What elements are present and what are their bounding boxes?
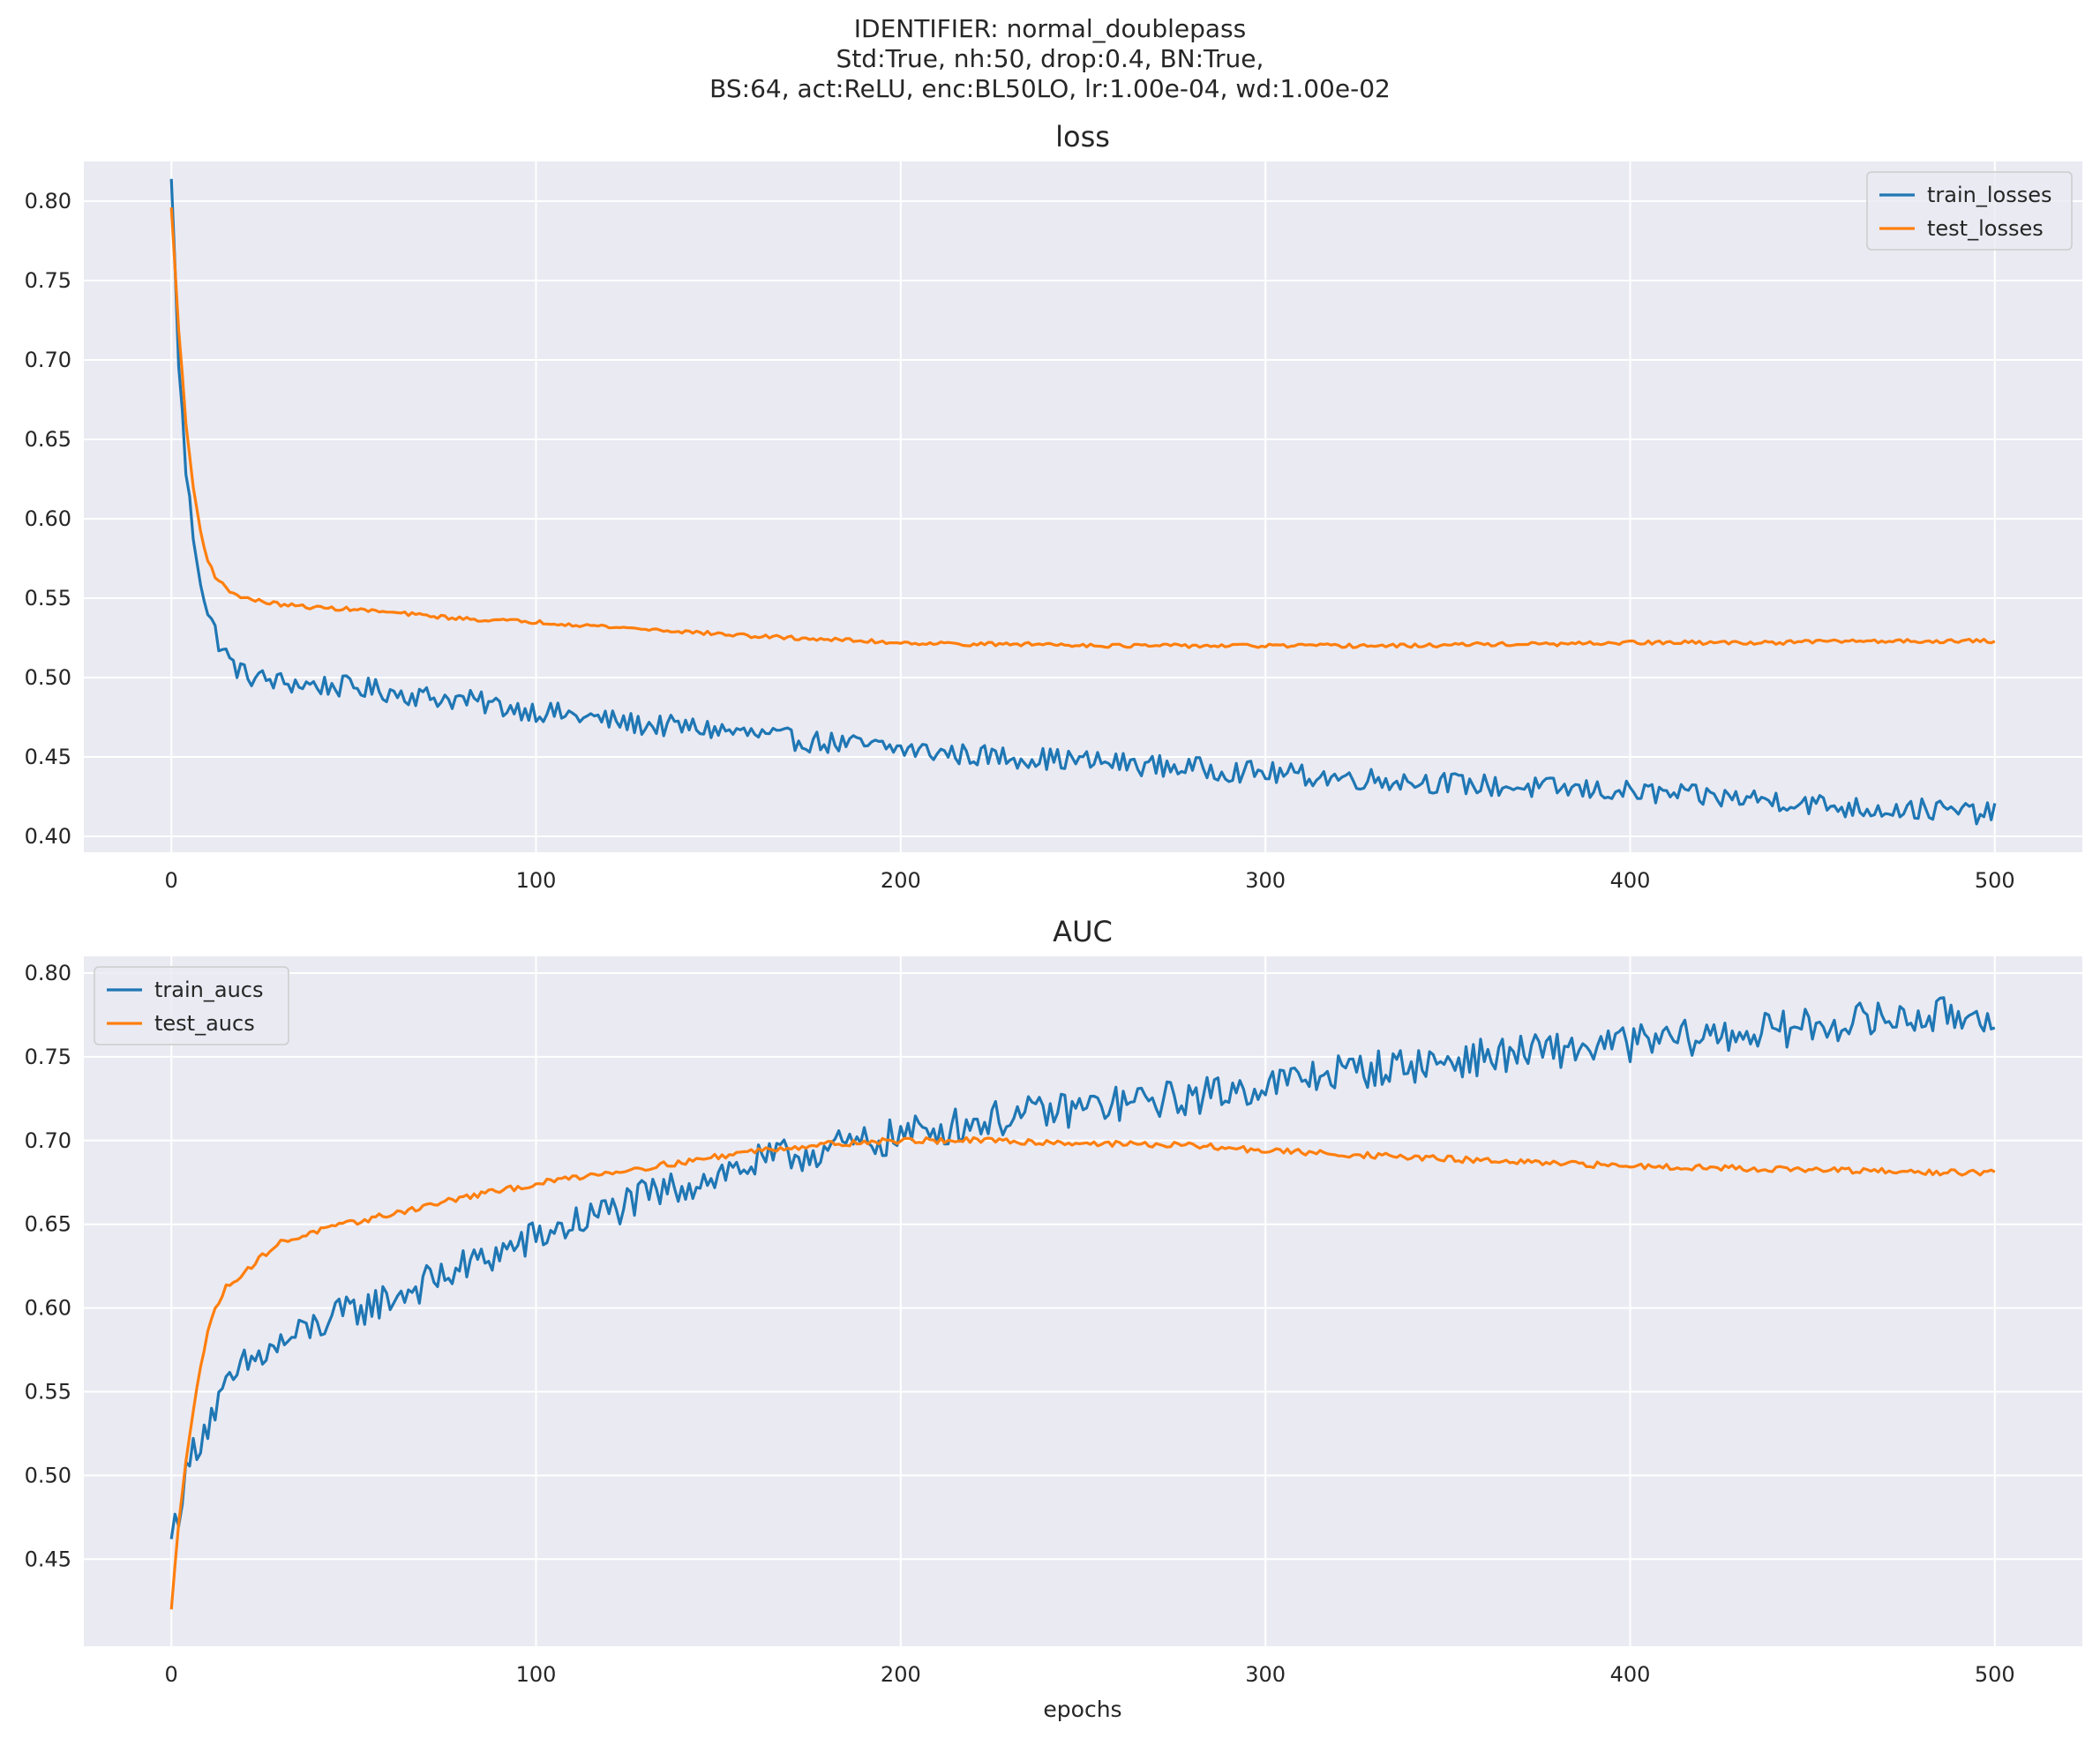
auc-y-tick-label: 0.55 bbox=[25, 1379, 71, 1404]
suptitle-line-1: IDENTIFIER: normal_doublepass bbox=[854, 14, 1246, 43]
loss-plot-area bbox=[84, 161, 2082, 852]
auc-legend-label: test_aucs bbox=[154, 1011, 255, 1036]
auc-y-tick-label: 0.60 bbox=[25, 1296, 71, 1321]
loss-series-test_losses bbox=[169, 207, 1996, 649]
auc-x-tick-label: 500 bbox=[1975, 1662, 2015, 1687]
auc-plot-title: AUC bbox=[1053, 915, 1113, 948]
loss-legend: train_losses test_losses bbox=[1866, 171, 2073, 251]
auc-y-tick-label: 0.45 bbox=[25, 1547, 71, 1571]
auc-x-tick-label: 0 bbox=[165, 1662, 178, 1687]
auc-series-train_aucs bbox=[169, 996, 1996, 1539]
auc-y-tick-label: 0.65 bbox=[25, 1212, 71, 1237]
loss-x-tick-label: 500 bbox=[1975, 868, 2015, 893]
auc-x-tick-label: 100 bbox=[516, 1662, 557, 1687]
loss-legend-label: test_losses bbox=[1927, 216, 2044, 241]
auc-y-tick-label: 0.75 bbox=[25, 1045, 71, 1069]
auc-x-tick-label: 300 bbox=[1245, 1662, 1286, 1687]
loss-y-tick-label: 0.60 bbox=[25, 506, 71, 531]
auc-x-tick-label: 200 bbox=[881, 1662, 921, 1687]
loss-plot: loss 0 100 200 300 400 500 0.40 0.45 0.50 0.55 0.6… bbox=[25, 120, 2082, 893]
auc-legend: train_aucs test_aucs bbox=[94, 966, 289, 1045]
loss-y-tick-label: 0.70 bbox=[25, 348, 71, 372]
loss-y-tick-label: 0.50 bbox=[25, 665, 71, 690]
auc-series-test_aucs bbox=[169, 1135, 1996, 1610]
loss-y-tick-label: 0.65 bbox=[25, 427, 71, 452]
loss-y-tick-label: 0.80 bbox=[25, 189, 71, 214]
loss-plot-title: loss bbox=[1055, 120, 1110, 154]
auc-y-tick-label: 0.70 bbox=[25, 1128, 71, 1153]
suptitle-line-2: Std:True, nh:50, drop:0.4, BN:True, bbox=[836, 44, 1264, 73]
auc-x-tick-label: 400 bbox=[1610, 1662, 1651, 1687]
loss-x-tick-label: 400 bbox=[1610, 868, 1651, 893]
auc-plot: AUC epochs 0 100 200 300 400 500 0.45 0.50 0.55 0… bbox=[25, 915, 2082, 1722]
auc-y-tick-label: 0.80 bbox=[25, 961, 71, 985]
auc-y-tick-label: 0.50 bbox=[25, 1463, 71, 1487]
loss-y-tick-label: 0.45 bbox=[25, 745, 71, 769]
auc-plot-area bbox=[84, 956, 2082, 1646]
loss-legend-box bbox=[1866, 171, 2073, 251]
loss-x-tick-label: 100 bbox=[516, 868, 557, 893]
loss-x-tick-label: 0 bbox=[165, 868, 178, 893]
loss-legend-label: train_losses bbox=[1927, 183, 2052, 207]
loss-y-tick-label: 0.40 bbox=[25, 824, 71, 849]
auc-legend-box bbox=[94, 966, 289, 1045]
loss-series-train_losses bbox=[169, 178, 1997, 826]
loss-y-tick-label: 0.55 bbox=[25, 586, 71, 611]
auc-legend-label: train_aucs bbox=[154, 978, 263, 1002]
loss-x-tick-label: 200 bbox=[881, 868, 921, 893]
suptitle-line-3: BS:64, act:ReLU, enc:BL50LO, lr:1.00e-04… bbox=[709, 74, 1391, 103]
loss-x-tick-label: 300 bbox=[1245, 868, 1286, 893]
loss-y-tick-label: 0.75 bbox=[25, 268, 71, 293]
auc-x-axis-label: epochs bbox=[1043, 1697, 1121, 1722]
